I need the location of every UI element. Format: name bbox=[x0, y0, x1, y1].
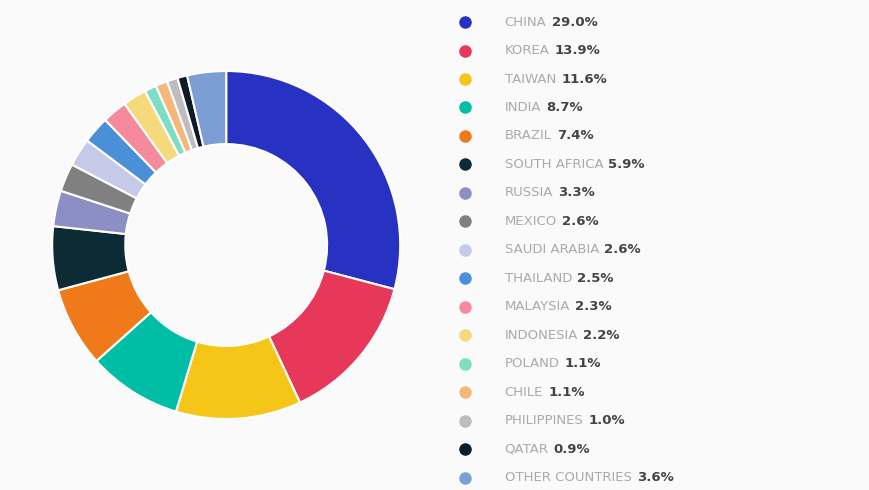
Text: INDONESIA: INDONESIA bbox=[504, 329, 577, 342]
Wedge shape bbox=[52, 226, 129, 290]
Text: 2.5%: 2.5% bbox=[576, 272, 613, 285]
Text: 7.4%: 7.4% bbox=[556, 129, 593, 143]
Text: INDIA: INDIA bbox=[504, 101, 541, 114]
Text: 2.2%: 2.2% bbox=[582, 329, 619, 342]
Text: MALAYSIA: MALAYSIA bbox=[504, 300, 569, 314]
Text: 29.0%: 29.0% bbox=[551, 16, 597, 28]
Wedge shape bbox=[53, 191, 130, 234]
Text: BRAZIL: BRAZIL bbox=[504, 129, 551, 143]
Wedge shape bbox=[226, 71, 400, 289]
Wedge shape bbox=[177, 75, 203, 148]
Text: CHILE: CHILE bbox=[504, 386, 542, 399]
Text: 1.1%: 1.1% bbox=[564, 357, 600, 370]
Wedge shape bbox=[58, 271, 151, 361]
Text: 2.6%: 2.6% bbox=[603, 244, 640, 256]
Wedge shape bbox=[156, 81, 192, 153]
Text: 2.3%: 2.3% bbox=[574, 300, 611, 314]
Wedge shape bbox=[176, 337, 300, 419]
Text: 3.6%: 3.6% bbox=[636, 471, 673, 484]
Text: 3.3%: 3.3% bbox=[558, 186, 594, 199]
Wedge shape bbox=[87, 120, 156, 184]
Text: CHINA: CHINA bbox=[504, 16, 546, 28]
Text: SAUDI ARABIA: SAUDI ARABIA bbox=[504, 244, 598, 256]
Wedge shape bbox=[187, 71, 226, 147]
Wedge shape bbox=[145, 86, 185, 156]
Text: TAIWAN: TAIWAN bbox=[504, 73, 555, 86]
Text: OTHER COUNTRIES: OTHER COUNTRIES bbox=[504, 471, 631, 484]
Wedge shape bbox=[124, 91, 179, 163]
Wedge shape bbox=[72, 141, 145, 198]
Text: PHILIPPINES: PHILIPPINES bbox=[504, 414, 583, 427]
Text: 8.7%: 8.7% bbox=[546, 101, 582, 114]
Text: 11.6%: 11.6% bbox=[561, 73, 606, 86]
Text: SOUTH AFRICA: SOUTH AFRICA bbox=[504, 158, 602, 171]
Text: MEXICO: MEXICO bbox=[504, 215, 556, 228]
Text: QATAR: QATAR bbox=[504, 443, 548, 456]
Text: 2.6%: 2.6% bbox=[561, 215, 598, 228]
Text: 13.9%: 13.9% bbox=[554, 44, 600, 57]
Wedge shape bbox=[167, 78, 198, 150]
Wedge shape bbox=[61, 165, 136, 214]
Wedge shape bbox=[96, 312, 196, 412]
Text: 1.1%: 1.1% bbox=[547, 386, 584, 399]
Wedge shape bbox=[269, 270, 394, 403]
Text: THAILAND: THAILAND bbox=[504, 272, 571, 285]
Text: KOREA: KOREA bbox=[504, 44, 549, 57]
Text: POLAND: POLAND bbox=[504, 357, 559, 370]
Wedge shape bbox=[105, 104, 167, 172]
Text: 0.9%: 0.9% bbox=[554, 443, 590, 456]
Text: 1.0%: 1.0% bbox=[588, 414, 625, 427]
Text: RUSSIA: RUSSIA bbox=[504, 186, 553, 199]
Text: 5.9%: 5.9% bbox=[607, 158, 644, 171]
